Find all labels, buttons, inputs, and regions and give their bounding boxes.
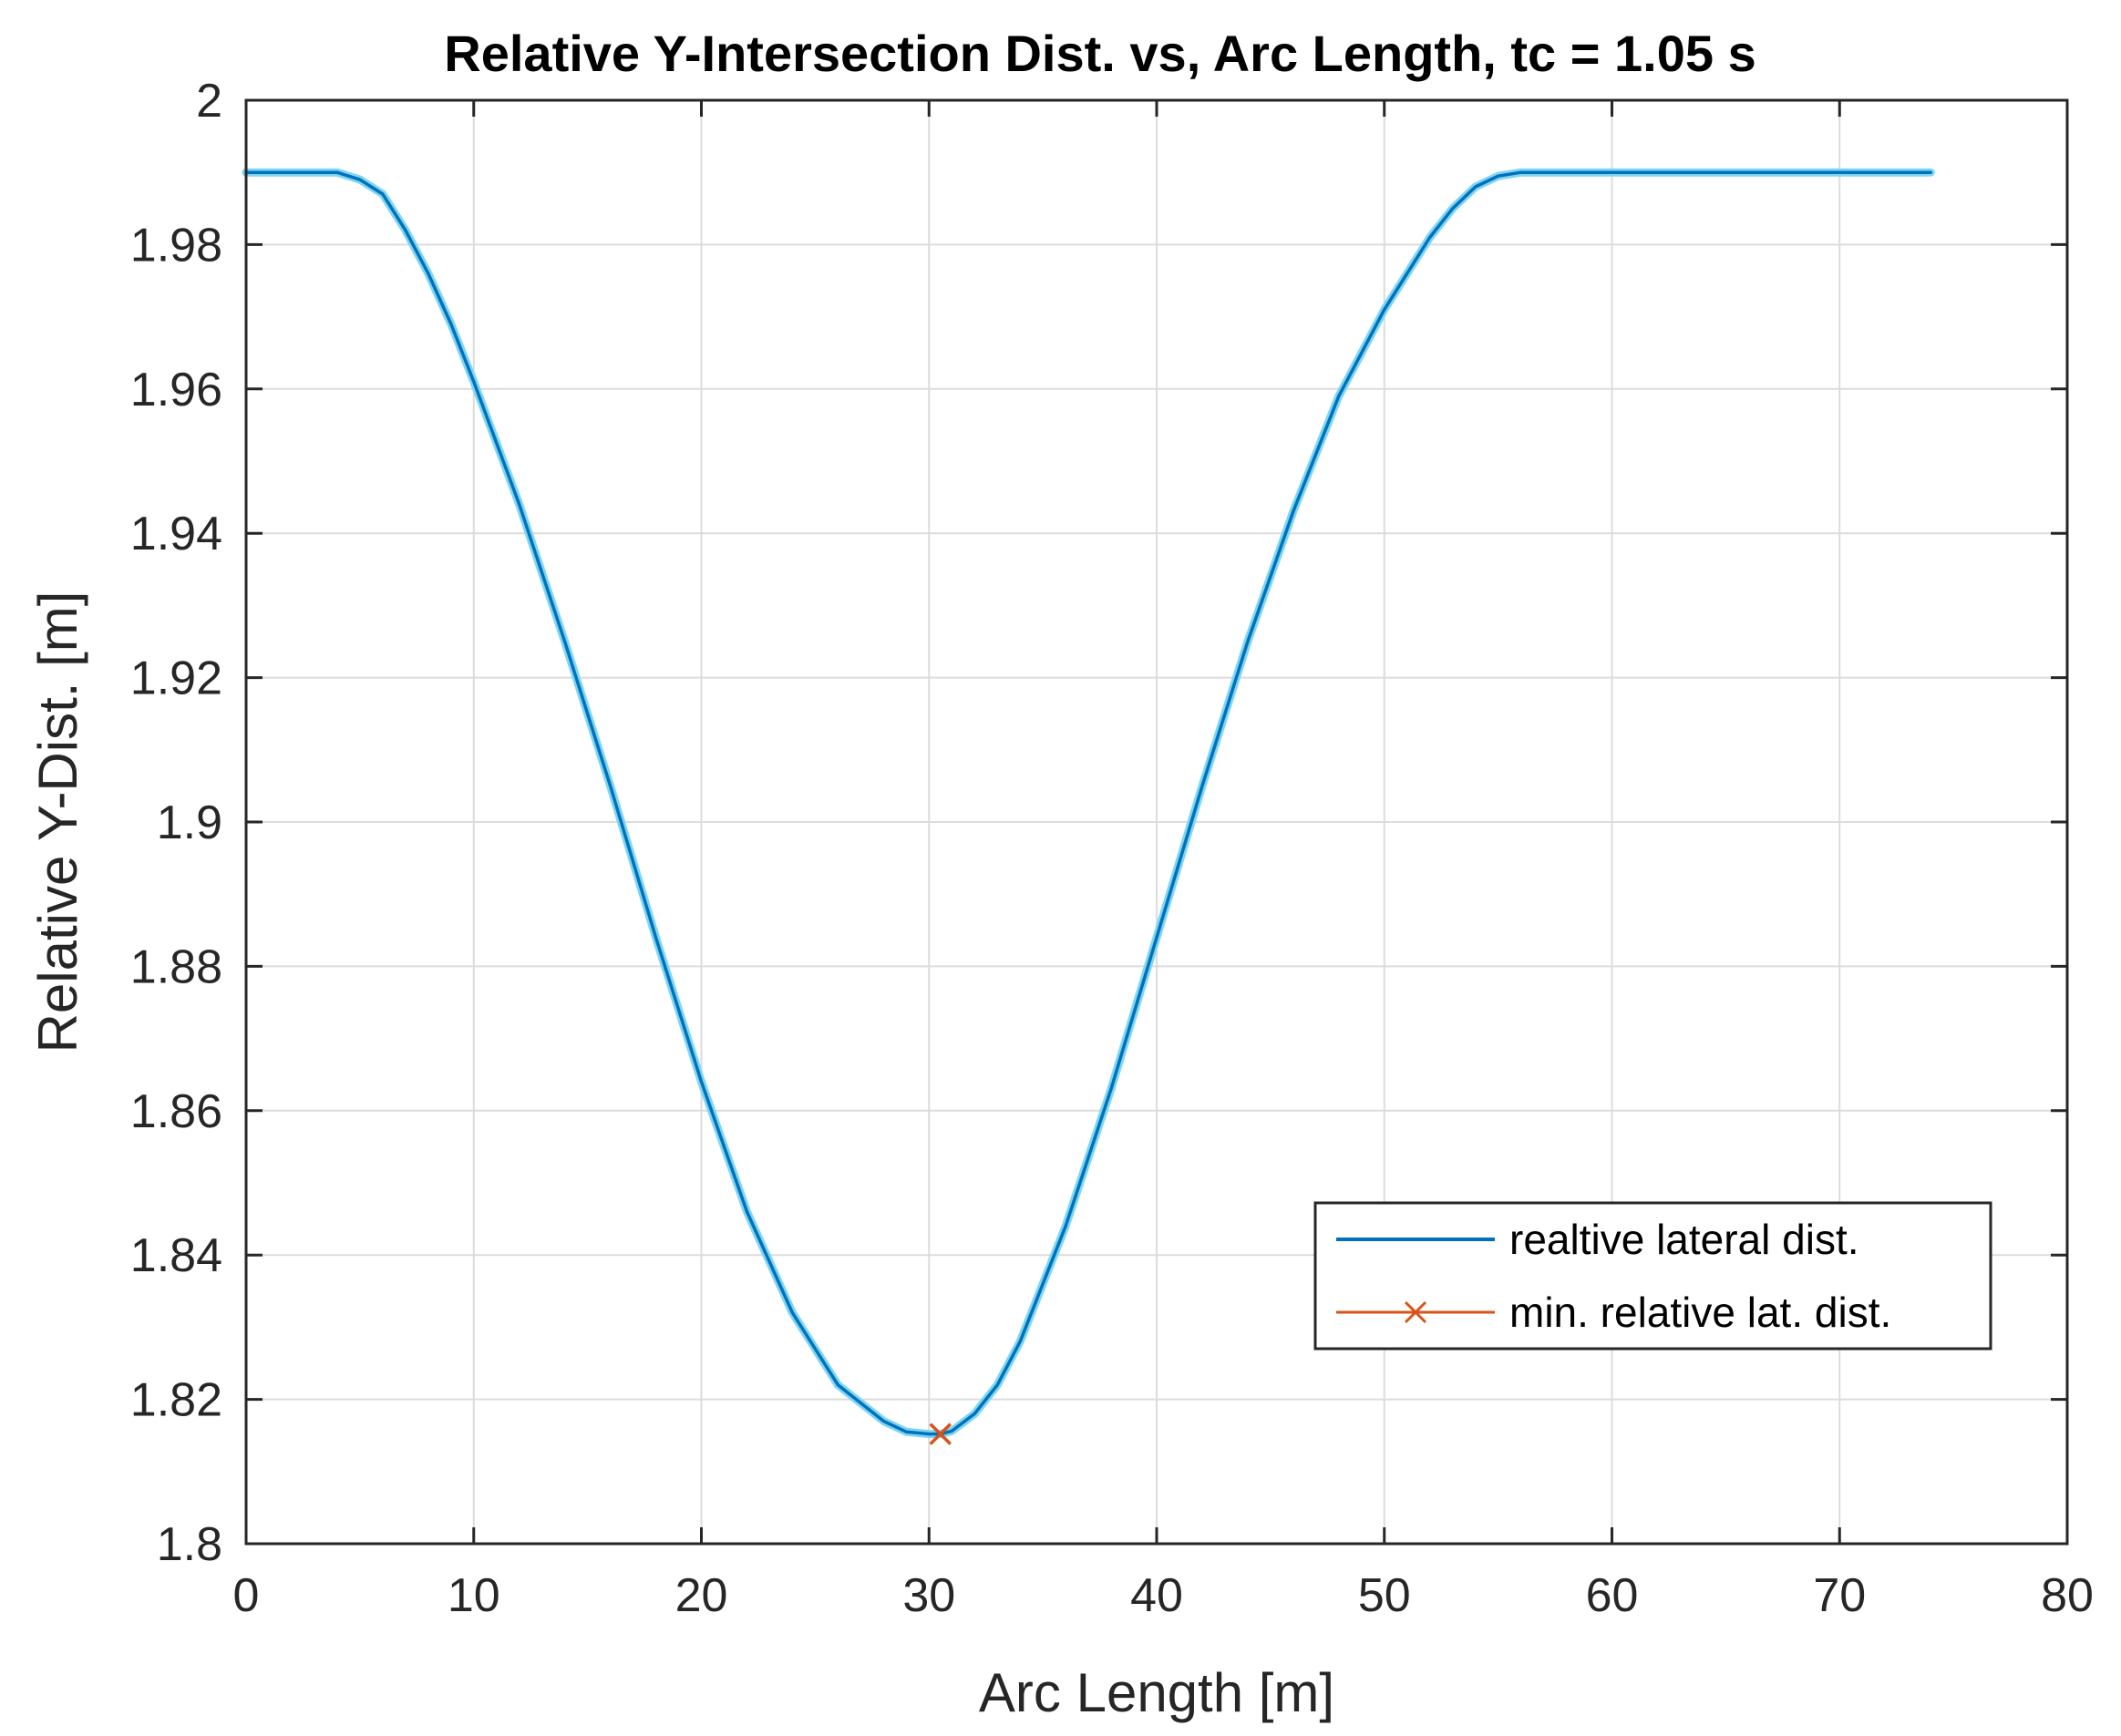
y-tick-label: 1.86 [130, 1085, 222, 1138]
chart-title: Relative Y-Intersection Dist. vs, Arc Le… [444, 25, 1755, 82]
y-tick-label: 1.82 [130, 1374, 222, 1427]
y-tick-label: 1.98 [130, 219, 222, 272]
axes-box [244, 98, 2069, 1546]
legend-box [1313, 1201, 1992, 1351]
y-tick-labels: 1.8 1.82 1.84 1.86 1.88 1.9 1.92 1.94 1.96 1.98 2 [130, 75, 222, 1571]
x-tick-label: 70 [1813, 1569, 1866, 1622]
y-tick-label: 1.9 [157, 796, 222, 849]
y-tick-label: 1.8 [157, 1518, 222, 1571]
series-lateral-dist-line [244, 170, 1932, 1436]
y-tick-label: 2 [196, 75, 222, 128]
min-point-x-marker [929, 1423, 952, 1445]
x-tick-label: 10 [448, 1569, 500, 1622]
x-tick-label: 80 [2041, 1569, 2094, 1622]
legend: realtive lateral dist. min. relative lat… [1313, 1201, 1992, 1351]
x-tick-label: 50 [1358, 1569, 1411, 1622]
min-point-marker-stroke [929, 1423, 952, 1445]
x-tick-labels: 0 10 20 30 40 50 60 70 80 [233, 1569, 2094, 1622]
legend-marker-x-icon [1404, 1300, 1427, 1324]
series-layer [242, 168, 1935, 1445]
y-tick-label: 1.88 [130, 940, 222, 993]
y-tick-label: 1.94 [130, 508, 222, 560]
x-tick-label: 30 [902, 1569, 955, 1622]
x-axis-label: Arc Length [m] [979, 1662, 1334, 1723]
y-tick-label: 1.84 [130, 1229, 222, 1282]
y-tick-label: 1.92 [130, 652, 222, 705]
x-tick-label: 0 [233, 1569, 260, 1622]
y-axis-label: Relative Y-Dist. [m] [27, 591, 88, 1053]
x-tick-label: 60 [1586, 1569, 1639, 1622]
x-tick-label: 20 [675, 1569, 728, 1622]
x-tick-label: 40 [1130, 1569, 1183, 1622]
legend-label-min-dist: min. relative lat. dist. [1509, 1289, 1891, 1336]
y-tick-label: 1.96 [130, 364, 222, 416]
legend-label-lateral-dist: realtive lateral dist. [1509, 1216, 1859, 1263]
